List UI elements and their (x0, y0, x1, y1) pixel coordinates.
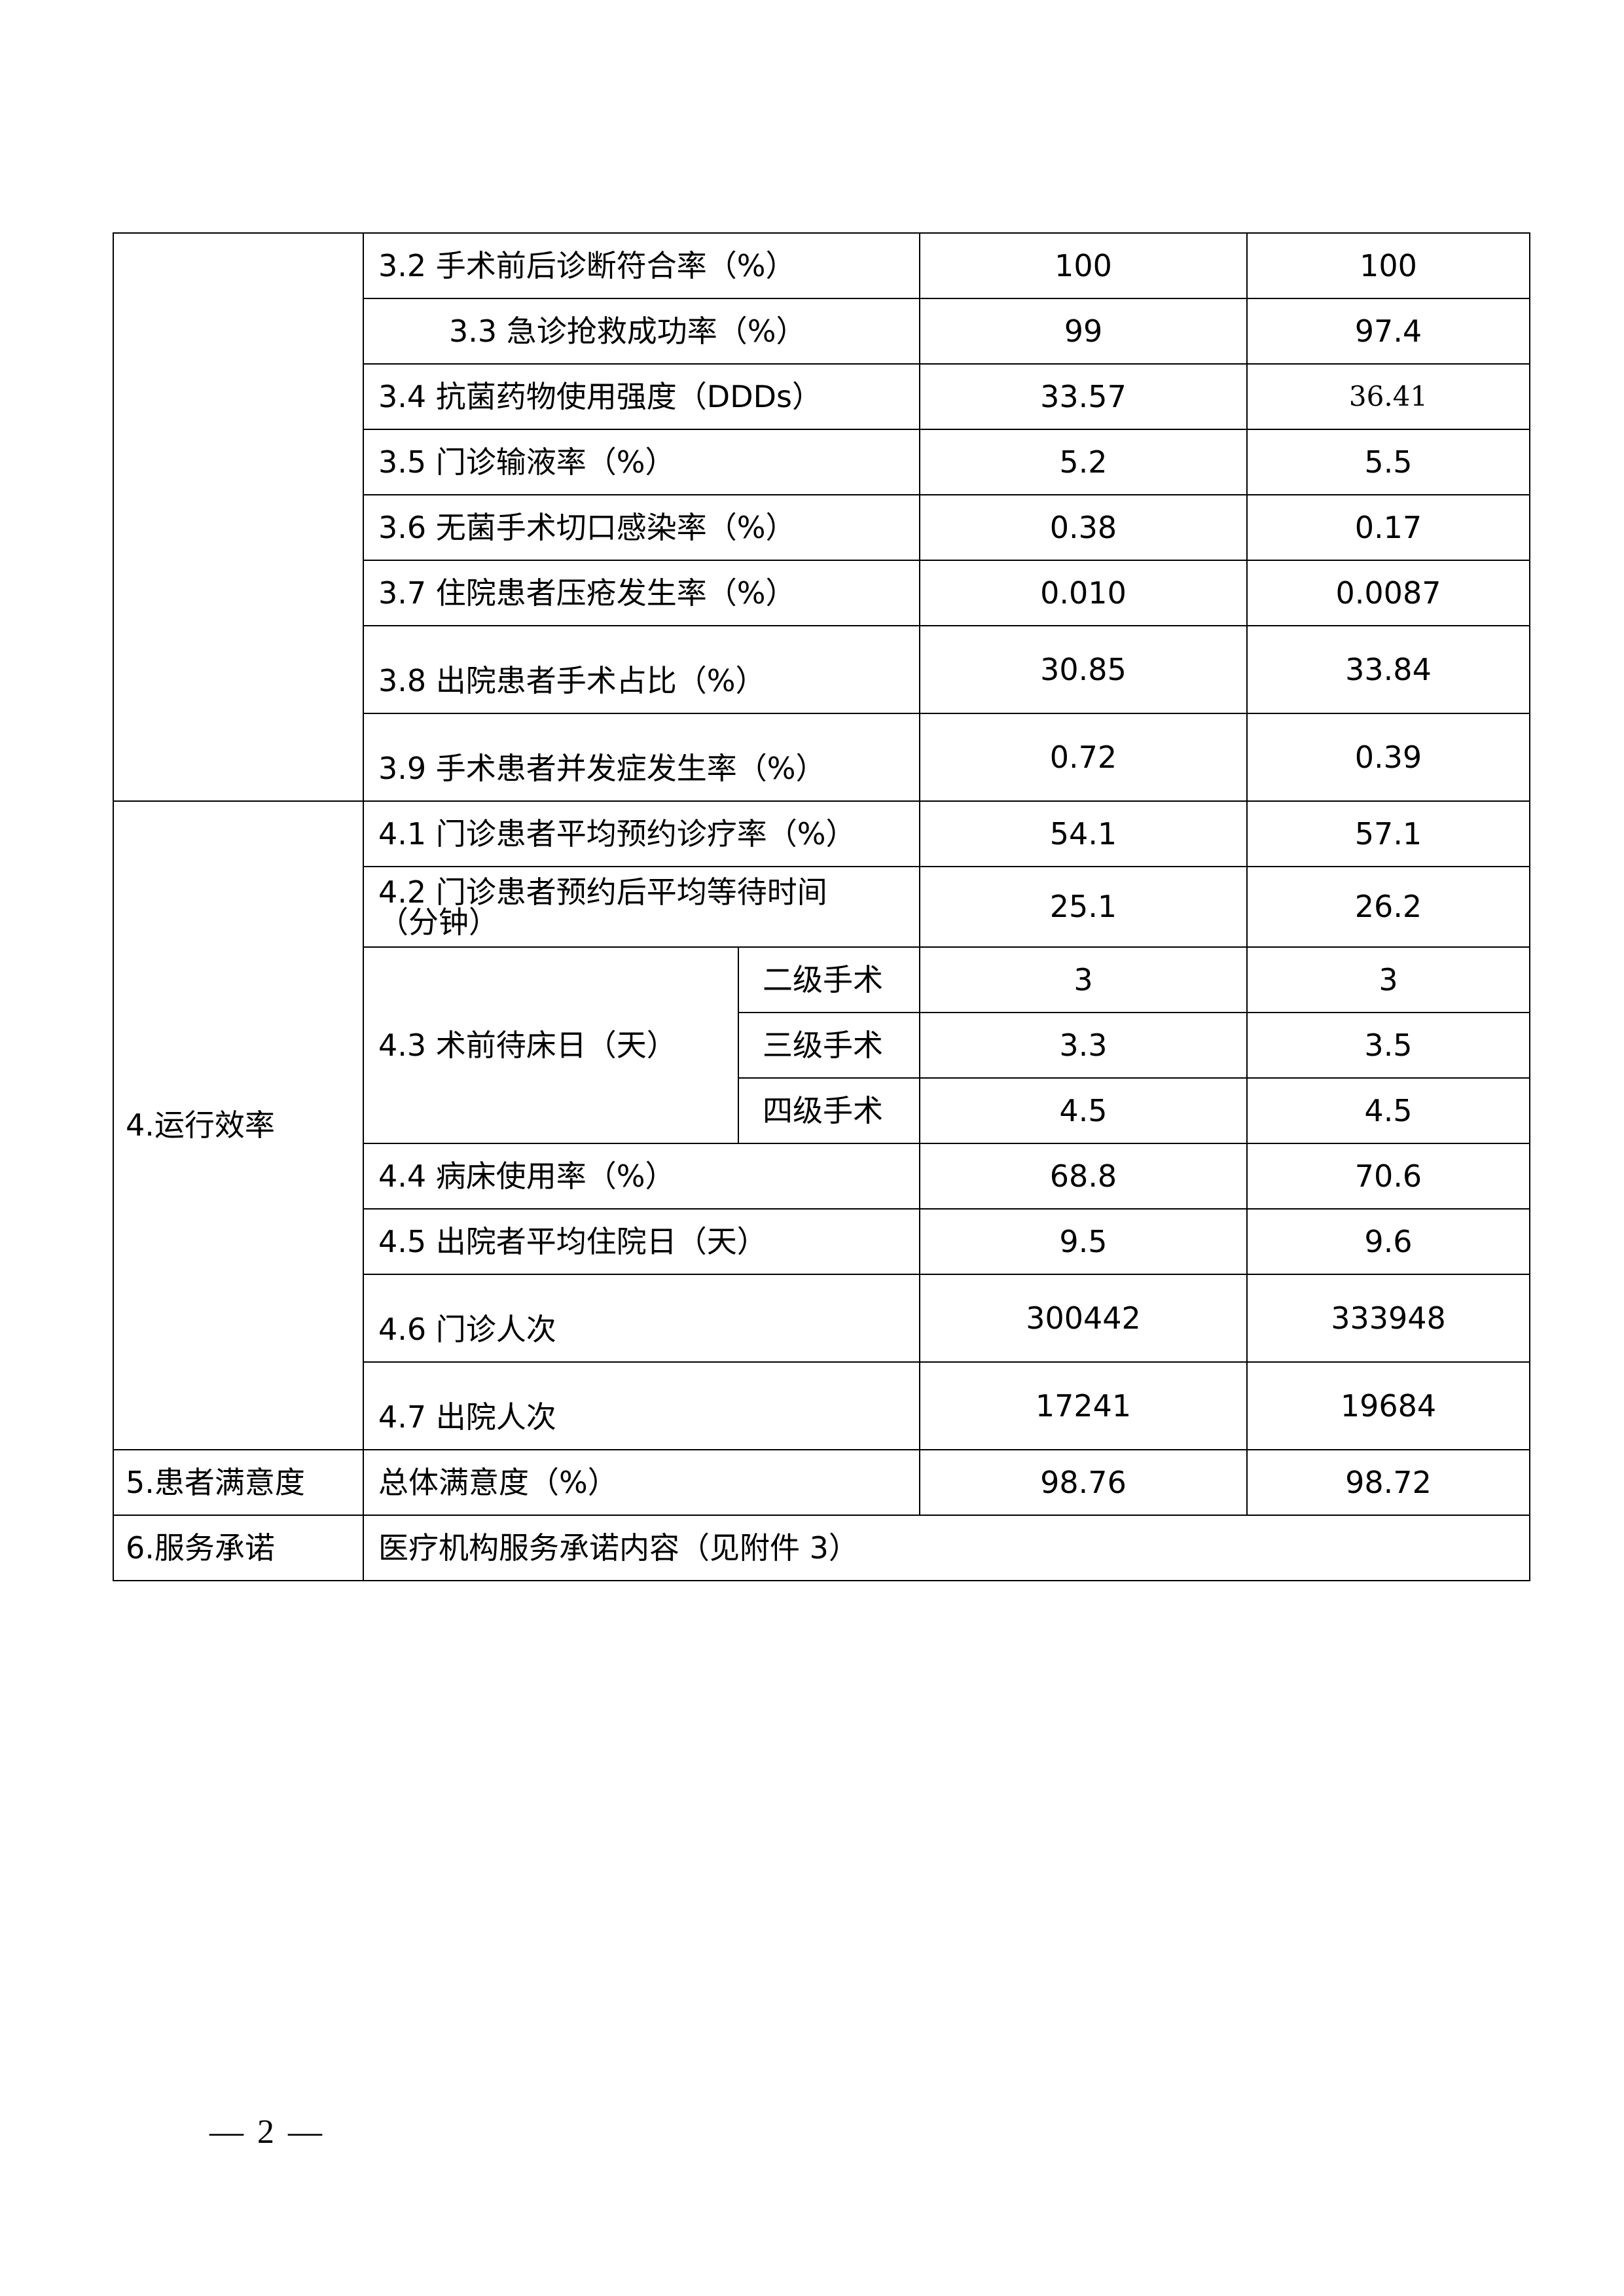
value-2: 19684 (1246, 1361, 1530, 1450)
value-1: 17241 (919, 1361, 1248, 1450)
value-2: 33.84 (1246, 625, 1530, 714)
value-1: 25.1 (919, 866, 1248, 948)
sub-label: 三级手术 (738, 1012, 920, 1079)
value-1: 54.1 (919, 800, 1248, 867)
value-2: 36.41 (1246, 363, 1530, 430)
indicator-label: 3.3 急诊抢救成功率（%） (363, 298, 920, 365)
value-2: 9.6 (1246, 1208, 1530, 1275)
table-row: 3.5 门诊输液率（%） 5.2 5.5 (113, 429, 1530, 495)
value-2: 333948 (1246, 1274, 1530, 1363)
value-1: 0.72 (919, 713, 1248, 802)
indicator-label: 3.5 门诊输液率（%） (363, 429, 920, 495)
indicator-label: 3.8 出院患者手术占比（%） (363, 625, 920, 714)
value-1: 99 (919, 298, 1248, 365)
table-row: 四级手术 4.5 4.5 (113, 1077, 1530, 1144)
table-row: 三级手术 3.3 3.5 (113, 1012, 1530, 1079)
table-row: 3.8 出院患者手术占比（%） 30.85 33.84 (113, 625, 1530, 714)
value-2: 70.6 (1246, 1143, 1530, 1210)
sub-label: 四级手术 (738, 1077, 920, 1144)
category-efficiency: 4.运行效率 (113, 800, 364, 1450)
sub-label: 二级手术 (738, 946, 920, 1013)
value-1: 300442 (919, 1274, 1248, 1363)
indicator-label: 3.4 抗菌药物使用强度（DDDs） (363, 363, 920, 430)
indicator-label: 4.2 门诊患者预约后平均等待时间（分钟） (363, 866, 920, 948)
table-row: 3.3 急诊抢救成功率（%） 99 97.4 (113, 298, 1530, 365)
page-number: — 2 — (209, 2113, 325, 2151)
value-1: 3.3 (919, 1012, 1248, 1079)
table-row: 4.7 出院人次 17241 19684 (113, 1361, 1530, 1450)
value-2: 0.17 (1246, 494, 1530, 561)
indicator-label: 4.1 门诊患者平均预约诊疗率（%） (363, 800, 920, 867)
value-2: 3 (1246, 946, 1530, 1013)
value-1: 3 (919, 946, 1248, 1013)
value-1: 9.5 (919, 1208, 1248, 1275)
value-2: 4.5 (1246, 1077, 1530, 1144)
value-1: 30.85 (919, 625, 1248, 714)
value-2: 100 (1246, 232, 1530, 299)
value-1: 68.8 (919, 1143, 1248, 1210)
table-row: 3.6 无菌手术切口感染率（%） 0.38 0.17 (113, 494, 1530, 561)
value-1: 0.010 (919, 560, 1248, 626)
category-commitment: 6.服务承诺 (113, 1515, 364, 1581)
value-1: 98.76 (919, 1449, 1248, 1516)
category-cell-empty (113, 232, 364, 802)
indicator-label: 4.3 术前待床日（天） (363, 946, 739, 1144)
indicator-label: 3.6 无菌手术切口感染率（%） (363, 494, 920, 561)
value-2: 5.5 (1246, 429, 1530, 495)
table-row: 4.5 出院者平均住院日（天） 9.5 9.6 (113, 1208, 1530, 1275)
table-row: 3.2 手术前后诊断符合率（%） 100 100 (113, 232, 1530, 802)
table-row: 3.9 手术患者并发症发生率（%） 0.72 0.39 (113, 713, 1530, 802)
table-row: 3.7 住院患者压疮发生率（%） 0.010 0.0087 (113, 560, 1530, 626)
value-1: 4.5 (919, 1077, 1248, 1144)
value-2: 0.0087 (1246, 560, 1530, 626)
indicator-label: 4.7 出院人次 (363, 1361, 920, 1450)
indicator-table: 3.2 手术前后诊断符合率（%） 100 100 3.3 急诊抢救成功率（%） … (113, 232, 1530, 1581)
category-satisfaction: 5.患者满意度 (113, 1449, 364, 1516)
indicator-label: 4.6 门诊人次 (363, 1274, 920, 1363)
table-row: 6.服务承诺 医疗机构服务承诺内容（见附件 3） (113, 1515, 1530, 1581)
table-row: 4.2 门诊患者预约后平均等待时间（分钟） 25.1 26.2 (113, 866, 1530, 948)
table-row: 4.运行效率 4.1 门诊患者平均预约诊疗率（%） 54.1 57.1 (113, 800, 1530, 1450)
indicator-label: 4.4 病床使用率（%） (363, 1143, 920, 1210)
table-row: 5.患者满意度 总体满意度（%） 98.76 98.72 (113, 1449, 1530, 1516)
indicator-label: 总体满意度（%） (363, 1449, 920, 1516)
table-row: 4.3 术前待床日（天） 二级手术 3 3 (113, 946, 1530, 1144)
indicator-label: 3.7 住院患者压疮发生率（%） (363, 560, 920, 626)
value-1: 100 (919, 232, 1248, 299)
indicator-label: 3.9 手术患者并发症发生率（%） (363, 713, 920, 802)
value-2: 0.39 (1246, 713, 1530, 802)
table-row: 4.6 门诊人次 300442 333948 (113, 1274, 1530, 1363)
indicator-label: 医疗机构服务承诺内容（见附件 3） (363, 1515, 1530, 1581)
value-2: 97.4 (1246, 298, 1530, 365)
value-2: 26.2 (1246, 866, 1530, 948)
value-1: 0.38 (919, 494, 1248, 561)
value-2: 3.5 (1246, 1012, 1530, 1079)
value-2: 57.1 (1246, 800, 1530, 867)
value-2: 98.72 (1246, 1449, 1530, 1516)
value-1: 33.57 (919, 363, 1248, 430)
indicator-label: 4.5 出院者平均住院日（天） (363, 1208, 920, 1275)
table-row: 3.4 抗菌药物使用强度（DDDs） 33.57 36.41 (113, 363, 1530, 430)
indicator-label: 3.2 手术前后诊断符合率（%） (363, 232, 920, 299)
value-1: 5.2 (919, 429, 1248, 495)
table-row: 4.4 病床使用率（%） 68.8 70.6 (113, 1143, 1530, 1210)
